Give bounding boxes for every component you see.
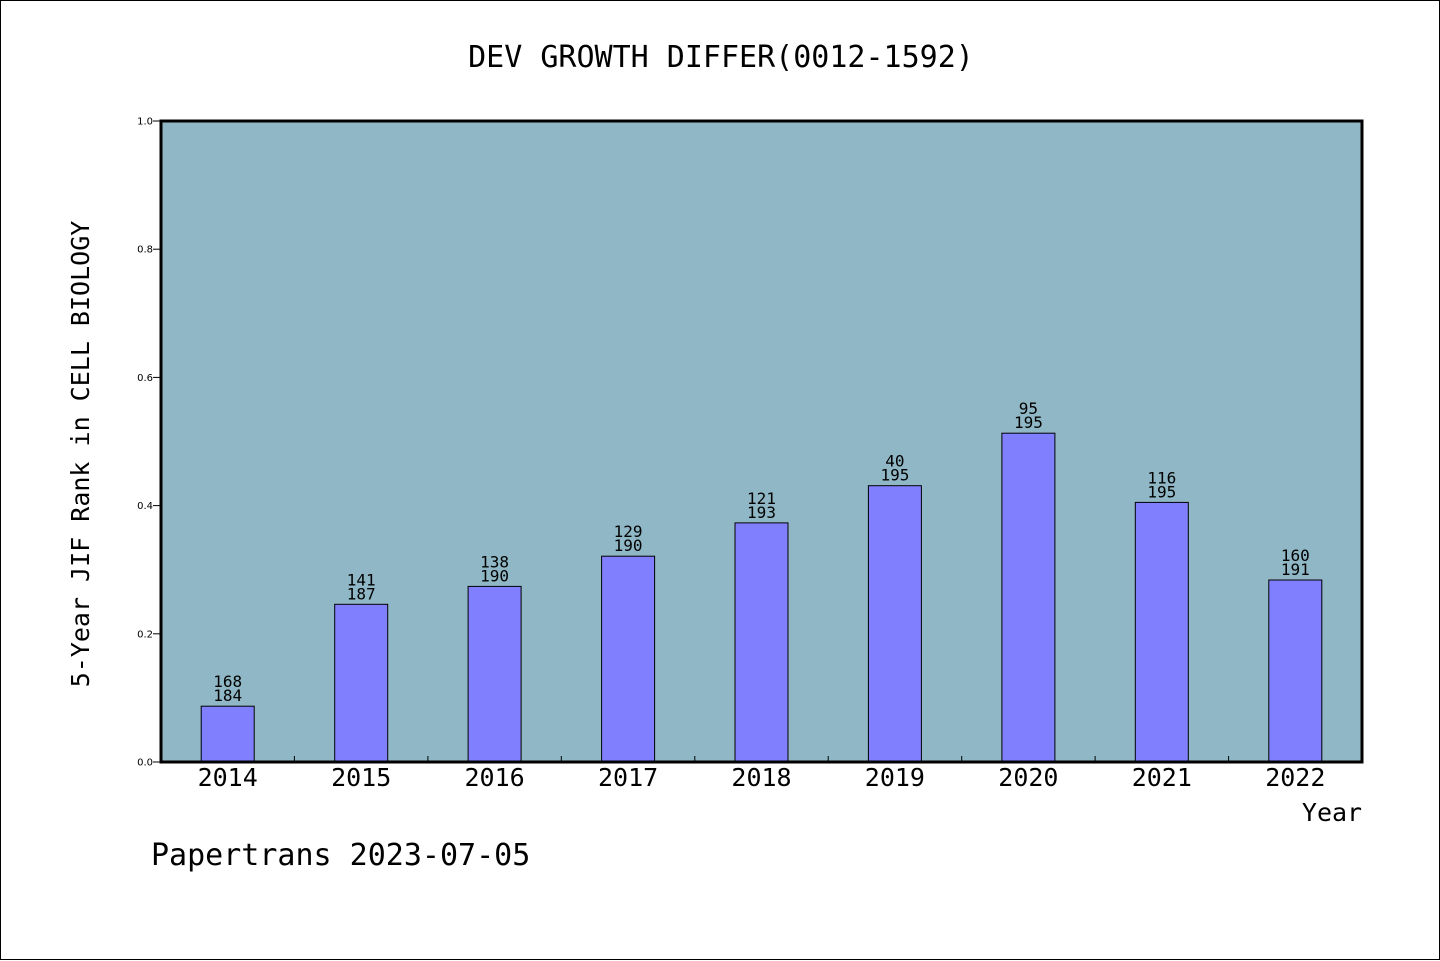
y-tick-label-0.2: 0.2 [137,629,153,640]
x-tick-label-2022: 2022 [1265,763,1325,792]
bar-label-2021-total: 195 [1147,482,1176,501]
bar-label-2021-rank: 116 [1147,468,1176,487]
bar-label-2017-total: 190 [614,536,643,555]
footer-text: Papertrans 2023-07-05 [151,838,530,873]
bar-2014 [200,705,255,763]
bar-2015 [334,603,389,763]
y-tick-label-0.6: 0.6 [137,373,153,384]
y-tick-label-1.0: 1.0 [137,117,153,128]
x-axis-ticks: 2014 2015 2016 2017 2018 2019 2020 2021 2022 [198,756,1325,792]
y-tick-label-0.0: 0.0 [137,758,153,769]
x-tick-label-2015: 2015 [331,763,391,792]
bar-2018 [734,522,789,763]
bar-label-2016-total: 190 [480,566,509,585]
plot-border [159,119,1364,764]
bar-label-2020-rank: 95 [1019,399,1038,418]
y-axis-label: 5-Year JIF Rank in CELL BIOLOGY [66,221,95,688]
x-tick-label-2020: 2020 [998,763,1058,792]
bar-label-2016-rank: 138 [480,552,509,571]
bar-2019 [867,485,922,763]
bar-labels-layer: 1681841411871381901291901211934019595195… [213,399,1310,705]
y-axis-ticks: 0.0 0.2 0.4 0.6 0.8 1.0 [137,117,161,769]
bar-label-2019-rank: 40 [885,452,904,471]
bar-label-2020-total: 195 [1014,413,1043,432]
bars-layer [200,432,1323,763]
bar-label-2014-total: 184 [213,686,242,705]
bar-2017 [601,555,656,763]
bar-label-2022-rank: 160 [1281,546,1310,565]
x-tick-label-2014: 2014 [198,763,258,792]
bar-label-2017-rank: 129 [614,522,643,541]
bar-2022 [1268,579,1323,763]
bar-2020 [1001,432,1056,763]
bar-label-2019-total: 195 [880,466,909,485]
y-tick-label-0.8: 0.8 [137,245,153,256]
y-tick-label-0.4: 0.4 [137,501,153,512]
bar-label-2022-total: 191 [1281,560,1310,579]
bar-label-2018-total: 193 [747,503,776,522]
x-axis-label: Year [1302,798,1362,827]
bar-2016 [467,585,522,763]
bar-label-2015-total: 187 [347,584,376,603]
x-tick-label-2019: 2019 [865,763,925,792]
bar-2021 [1134,501,1189,763]
bar-label-2015-rank: 141 [347,570,376,589]
x-tick-label-2016: 2016 [464,763,524,792]
chart-title: DEV GROWTH DIFFER(0012-1592) [468,40,974,75]
x-tick-label-2021: 2021 [1132,763,1192,792]
bar-label-2018-rank: 121 [747,489,776,508]
bar-label-2014-rank: 168 [213,672,242,691]
x-tick-label-2017: 2017 [598,763,658,792]
x-tick-label-2018: 2018 [731,763,791,792]
